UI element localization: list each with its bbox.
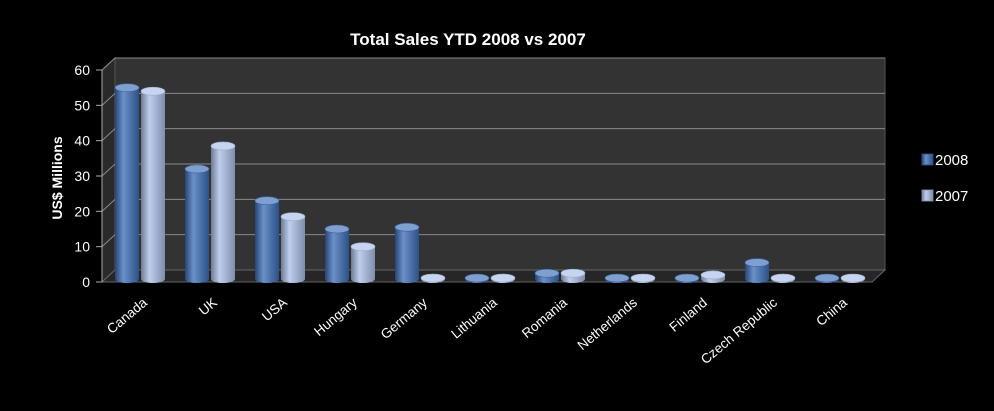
bar-2008-usa	[255, 200, 279, 283]
bar-2007-canada	[141, 91, 165, 283]
x-tick-label: UK	[196, 295, 220, 319]
bar-cap	[324, 224, 350, 234]
bar-cap	[534, 268, 560, 278]
x-tick-label: Netherlands	[575, 295, 641, 353]
bar-2008-czech-republic	[745, 262, 769, 283]
bar-2008-canada	[115, 87, 139, 284]
bar-cap	[184, 164, 210, 174]
legend-swatch-2007	[921, 189, 934, 202]
x-tick-label: China	[813, 294, 850, 328]
bar-2008-hungary	[325, 229, 349, 283]
bar-cap	[770, 273, 796, 283]
bar-cap	[840, 273, 866, 283]
x-tick-label: Germany	[378, 295, 430, 342]
bar-2008-uk	[185, 168, 209, 283]
x-tick-label: Canada	[104, 294, 150, 336]
bar-cap	[814, 273, 840, 283]
y-tick-label: 40	[74, 133, 90, 149]
x-tick-label: Romania	[519, 294, 570, 341]
bar-cap	[254, 196, 280, 206]
y-tick-label: 0	[82, 274, 90, 290]
gridline	[101, 57, 885, 71]
plot-area: 0 10 20 30 40 50 60 Canada UK USA Hungary Germany Li…	[74, 56, 887, 367]
legend-label-2007: 2007	[935, 188, 968, 205]
bar-2007-uk	[211, 145, 235, 283]
x-tick-label: Lithuania	[448, 295, 500, 342]
bar-cap	[744, 258, 770, 267]
legend: 2008 2007	[921, 152, 968, 205]
bar-cap	[140, 86, 166, 96]
y-axis-label: US$ Millions	[49, 136, 65, 219]
bar-2008-germany	[395, 227, 419, 283]
bar-cap	[114, 83, 140, 92]
y-tick-label: 30	[74, 168, 90, 184]
x-tick-label: Czech Republic	[698, 295, 780, 367]
legend-swatch-2008	[921, 153, 934, 166]
y-tick-label: 10	[74, 239, 90, 255]
bar-cap	[700, 270, 726, 280]
y-tick-label: 50	[74, 97, 90, 113]
bar-cap	[630, 273, 656, 283]
bar-2007-hungary	[351, 246, 375, 283]
y-tick-label: 20	[74, 203, 90, 219]
bar-cap	[674, 273, 700, 283]
bar-2007-usa	[281, 216, 305, 283]
bar-cap	[560, 268, 586, 278]
bar-cap	[210, 141, 236, 151]
bar-cap	[350, 242, 376, 251]
bar-cap	[280, 212, 306, 221]
bar-cap	[394, 222, 420, 232]
chart-title: Total Sales YTD 2008 vs 2007	[350, 30, 586, 49]
x-tick-label: Hungary	[311, 295, 360, 339]
x-tick-label: Finland	[666, 295, 710, 335]
x-tick-label: USA	[259, 295, 290, 324]
bar-cap	[464, 273, 490, 283]
legend-label-2008: 2008	[935, 152, 968, 169]
bar-cap	[420, 273, 446, 283]
bar-cap	[490, 273, 516, 283]
y-tick-label: 60	[74, 62, 90, 78]
bar-cap	[604, 273, 630, 283]
